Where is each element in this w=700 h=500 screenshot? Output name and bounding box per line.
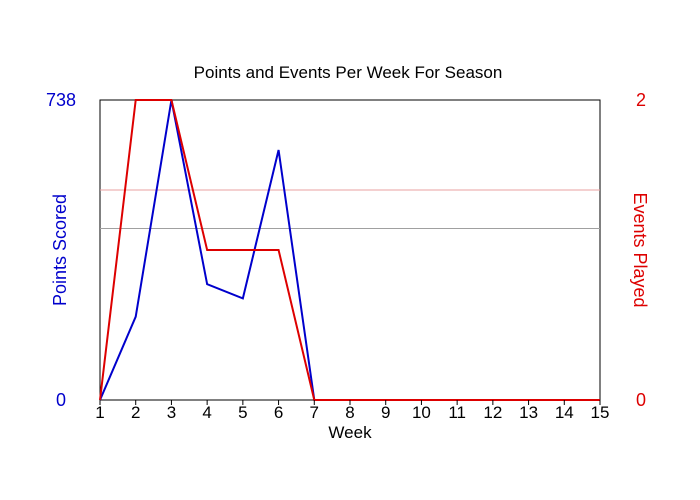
x-tick-label: 7 [310,403,319,422]
y-right-axis-label: Events Played [630,192,650,307]
y-right-tick-min: 0 [636,390,646,410]
y-right-tick-max: 2 [636,90,646,110]
x-tick-label: 12 [483,403,502,422]
reference-lines [100,189,600,229]
x-tick-label: 6 [274,403,283,422]
x-tick-label: 15 [591,403,610,422]
y-left-tick-max: 738 [46,90,76,110]
x-tick-label: 8 [345,403,354,422]
x-tick-label: 1 [95,403,104,422]
x-axis-ticks: 1 2 3 4 5 6 7 8 9 10 11 12 13 14 15 [95,400,609,422]
x-tick-label: 14 [555,403,574,422]
y-left-tick-min: 0 [56,390,66,410]
x-tick-label: 11 [448,403,466,422]
chart-title: Points and Events Per Week For Season [194,63,503,82]
x-tick-label: 9 [381,403,390,422]
y-left-axis-label: Points Scored [50,194,70,306]
x-tick-label: 3 [167,403,176,422]
x-tick-label: 5 [238,403,247,422]
plot-area [99,99,601,401]
x-tick-label: 10 [412,403,431,422]
x-tick-label: 2 [131,403,140,422]
x-tick-label: 13 [519,403,538,422]
x-tick-label: 4 [202,403,211,422]
x-axis-label: Week [328,423,372,442]
